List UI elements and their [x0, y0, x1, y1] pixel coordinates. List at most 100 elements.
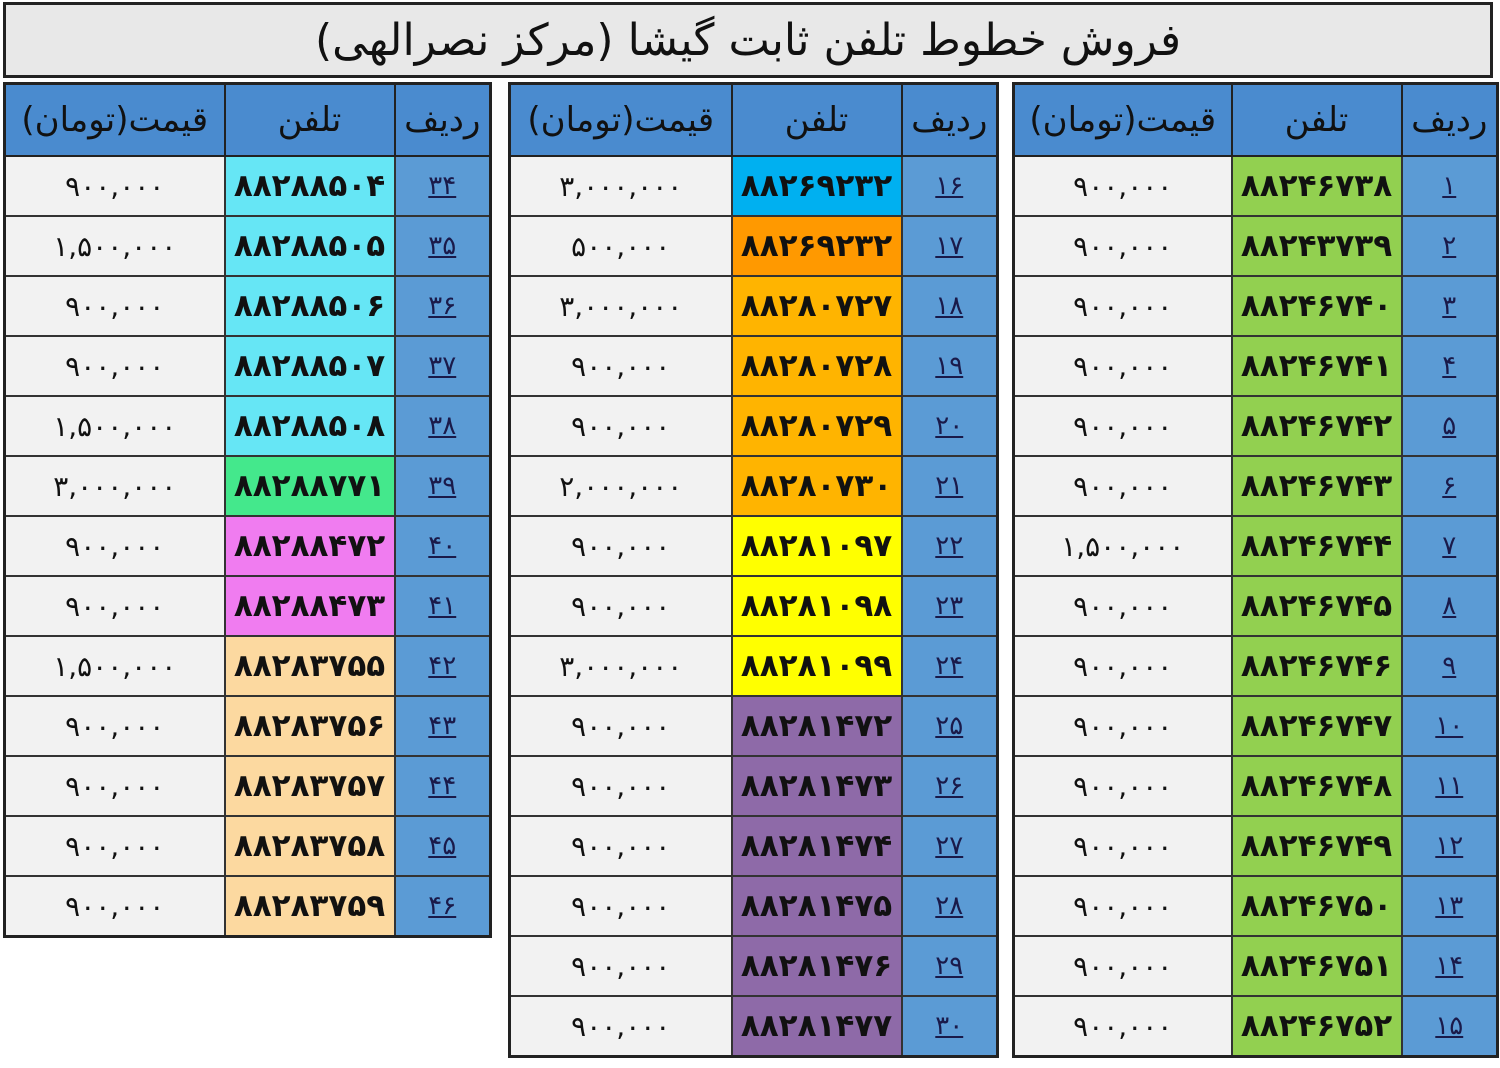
- row-index: ۴۰: [393, 515, 492, 577]
- phone-number: ۸۸۲۸۳۷۵۹: [223, 875, 396, 938]
- price: ۹۰۰,۰۰۰: [3, 155, 226, 217]
- price: ۱,۵۰۰,۰۰۰: [3, 395, 226, 457]
- table-header-row: ردیف تلفن قیمت(تومان): [508, 82, 999, 157]
- price: ۹۰۰,۰۰۰: [3, 695, 226, 757]
- price: ۹۰۰,۰۰۰: [3, 275, 226, 337]
- table-row: ۳ ۸۸۲۴۶۷۴۰ ۹۰۰,۰۰۰: [1012, 275, 1499, 337]
- table-row: ۲۲ ۸۸۲۸۱۰۹۷ ۹۰۰,۰۰۰: [508, 515, 999, 577]
- price: ۹۰۰,۰۰۰: [508, 575, 733, 637]
- header-price: قیمت(تومان): [508, 82, 733, 157]
- header-index: ردیف: [900, 82, 999, 157]
- phone-number: ۸۸۲۴۶۷۵۰: [1230, 875, 1403, 937]
- price: ۱,۵۰۰,۰۰۰: [3, 635, 226, 697]
- phone-number: ۸۸۲۸۱۴۷۴: [730, 815, 903, 877]
- table-row: ۴۵ ۸۸۲۸۳۷۵۸ ۹۰۰,۰۰۰: [3, 815, 492, 877]
- row-index: ۳۰: [900, 995, 999, 1058]
- row-index: ۸: [1400, 575, 1499, 637]
- phone-number: ۸۸۲۸۱۴۷۶: [730, 935, 903, 997]
- row-index: ۲۰: [900, 395, 999, 457]
- price: ۹۰۰,۰۰۰: [1012, 215, 1233, 277]
- phone-number: ۸۸۲۸۱۴۷۷: [730, 995, 903, 1058]
- phone-number: ۸۸۲۴۶۷۴۳: [1230, 455, 1403, 517]
- table-row: ۲۳ ۸۸۲۸۱۰۹۸ ۹۰۰,۰۰۰: [508, 575, 999, 637]
- phone-number: ۸۸۲۸۰۷۲۹: [730, 395, 903, 457]
- table-row: ۴۱ ۸۸۲۸۸۴۷۳ ۹۰۰,۰۰۰: [3, 575, 492, 637]
- table-row: ۲۱ ۸۸۲۸۰۷۳۰ ۲,۰۰۰,۰۰۰: [508, 455, 999, 517]
- row-index: ۱۳: [1400, 875, 1499, 937]
- table-row: ۲۷ ۸۸۲۸۱۴۷۴ ۹۰۰,۰۰۰: [508, 815, 999, 877]
- price: ۹۰۰,۰۰۰: [508, 395, 733, 457]
- row-index: ۳۵: [393, 215, 492, 277]
- price: ۳,۰۰۰,۰۰۰: [3, 455, 226, 517]
- phone-number: ۸۸۲۴۶۷۴۷: [1230, 695, 1403, 757]
- price: ۹۰۰,۰۰۰: [3, 575, 226, 637]
- table-row: ۹ ۸۸۲۴۶۷۴۶ ۹۰۰,۰۰۰: [1012, 635, 1499, 697]
- table-row: ۴۳ ۸۸۲۸۳۷۵۶ ۹۰۰,۰۰۰: [3, 695, 492, 757]
- table-row: ۳۹ ۸۸۲۸۸۷۷۱ ۳,۰۰۰,۰۰۰: [3, 455, 492, 517]
- phone-number: ۸۸۲۸۸۵۰۸: [223, 395, 396, 457]
- header-index: ردیف: [393, 82, 492, 157]
- table-row: ۱۴ ۸۸۲۴۶۷۵۱ ۹۰۰,۰۰۰: [1012, 935, 1499, 997]
- price: ۹۰۰,۰۰۰: [3, 875, 226, 938]
- table-row: ۴ ۸۸۲۴۶۷۴۱ ۹۰۰,۰۰۰: [1012, 335, 1499, 397]
- price: ۹۰۰,۰۰۰: [508, 995, 733, 1058]
- table-row: ۳۷ ۸۸۲۸۸۵۰۷ ۹۰۰,۰۰۰: [3, 335, 492, 397]
- phone-number: ۸۸۲۸۱۰۹۷: [730, 515, 903, 577]
- row-index: ۳۸: [393, 395, 492, 457]
- header-price: قیمت(تومان): [3, 82, 226, 157]
- phone-number: ۸۸۲۸۰۷۳۰: [730, 455, 903, 517]
- price: ۱,۵۰۰,۰۰۰: [3, 215, 226, 277]
- table-row: ۴۴ ۸۸۲۸۳۷۵۷ ۹۰۰,۰۰۰: [3, 755, 492, 817]
- price: ۹۰۰,۰۰۰: [1012, 755, 1233, 817]
- phone-number: ۸۸۲۶۹۲۳۲: [730, 215, 903, 277]
- row-index: ۱۸: [900, 275, 999, 337]
- row-index: ۲۴: [900, 635, 999, 697]
- row-index: ۱: [1400, 155, 1499, 217]
- row-index: ۱۱: [1400, 755, 1499, 817]
- price: ۹۰۰,۰۰۰: [1012, 155, 1233, 217]
- page-title: فروش خطوط تلفن ثابت گیشا (مرکز نصرالهی): [3, 2, 1493, 78]
- phone-number: ۸۸۲۸۱۰۹۹: [730, 635, 903, 697]
- price: ۵۰۰,۰۰۰: [508, 215, 733, 277]
- table-row: ۲۴ ۸۸۲۸۱۰۹۹ ۳,۰۰۰,۰۰۰: [508, 635, 999, 697]
- phone-number: ۸۸۲۴۶۷۵۱: [1230, 935, 1403, 997]
- table-header-row: ردیف تلفن قیمت(تومان): [3, 82, 492, 157]
- table-row: ۲ ۸۸۲۴۳۷۳۹ ۹۰۰,۰۰۰: [1012, 215, 1499, 277]
- price: ۹۰۰,۰۰۰: [1012, 875, 1233, 937]
- phone-number: ۸۸۲۴۶۷۴۵: [1230, 575, 1403, 637]
- phone-number: ۸۸۲۸۳۷۵۶: [223, 695, 396, 757]
- phone-number: ۸۸۲۸۰۷۲۷: [730, 275, 903, 337]
- table-row: ۴۶ ۸۸۲۸۳۷۵۹ ۹۰۰,۰۰۰: [3, 875, 492, 938]
- table-row: ۷ ۸۸۲۴۶۷۴۴ ۱,۵۰۰,۰۰۰: [1012, 515, 1499, 577]
- phone-number: ۸۸۲۴۶۷۴۴: [1230, 515, 1403, 577]
- price: ۹۰۰,۰۰۰: [1012, 815, 1233, 877]
- phone-number: ۸۸۲۴۶۷۵۲: [1230, 995, 1403, 1058]
- price: ۹۰۰,۰۰۰: [508, 875, 733, 937]
- phone-number: ۸۸۲۴۳۷۳۹: [1230, 215, 1403, 277]
- phone-number: ۸۸۲۸۸۵۰۵: [223, 215, 396, 277]
- row-index: ۴: [1400, 335, 1499, 397]
- header-phone: تلفن: [223, 82, 396, 157]
- table-row: ۱۸ ۸۸۲۸۰۷۲۷ ۳,۰۰۰,۰۰۰: [508, 275, 999, 337]
- row-index: ۱۲: [1400, 815, 1499, 877]
- phone-number: ۸۸۲۴۶۷۴۲: [1230, 395, 1403, 457]
- price: ۹۰۰,۰۰۰: [508, 815, 733, 877]
- row-index: ۱۷: [900, 215, 999, 277]
- price: ۹۰۰,۰۰۰: [1012, 695, 1233, 757]
- table-row: ۴۰ ۸۸۲۸۸۴۷۲ ۹۰۰,۰۰۰: [3, 515, 492, 577]
- table-row: ۱۰ ۸۸۲۴۶۷۴۷ ۹۰۰,۰۰۰: [1012, 695, 1499, 757]
- row-index: ۳۹: [393, 455, 492, 517]
- row-index: ۲۲: [900, 515, 999, 577]
- phone-number: ۸۸۲۴۶۷۳۸: [1230, 155, 1403, 217]
- phone-number: ۸۸۲۸۸۴۷۲: [223, 515, 396, 577]
- row-index: ۲۶: [900, 755, 999, 817]
- table-row: ۲۹ ۸۸۲۸۱۴۷۶ ۹۰۰,۰۰۰: [508, 935, 999, 997]
- table-row: ۱۶ ۸۸۲۶۹۲۳۲ ۳,۰۰۰,۰۰۰: [508, 155, 999, 217]
- price: ۹۰۰,۰۰۰: [3, 515, 226, 577]
- price: ۹۰۰,۰۰۰: [3, 755, 226, 817]
- row-index: ۴۵: [393, 815, 492, 877]
- row-index: ۱۰: [1400, 695, 1499, 757]
- row-index: ۱۴: [1400, 935, 1499, 997]
- phone-table-2: ردیف تلفن قیمت(تومان) ۱۶ ۸۸۲۶۹۲۳۲ ۳,۰۰۰,۰۰…: [508, 82, 999, 1058]
- phone-number: ۸۸۲۸۱۴۷۲: [730, 695, 903, 757]
